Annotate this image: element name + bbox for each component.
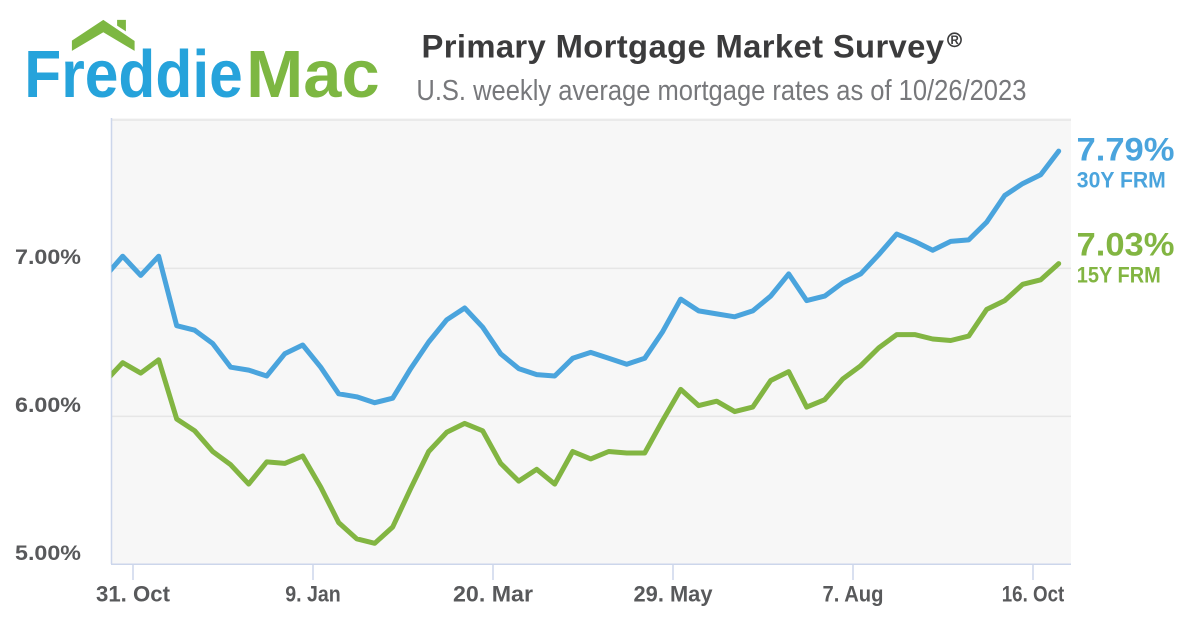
- svg-text:9. Jan: 9. Jan: [285, 582, 341, 607]
- svg-text:7.03%: 7.03%: [1077, 227, 1175, 263]
- svg-text:20. Mar: 20. Mar: [453, 582, 533, 607]
- svg-text:7.79%: 7.79%: [1077, 132, 1175, 168]
- svg-text:5.00%: 5.00%: [15, 541, 81, 565]
- svg-text:Mac: Mac: [246, 37, 379, 112]
- svg-text:16. Oct: 16. Oct: [1002, 582, 1065, 607]
- svg-text:R: R: [951, 35, 960, 47]
- svg-text:30Y FRM: 30Y FRM: [1077, 167, 1166, 192]
- svg-text:6.00%: 6.00%: [15, 393, 81, 417]
- svg-text:7. Aug: 7. Aug: [823, 582, 884, 607]
- svg-text:U.S. weekly average mortgage r: U.S. weekly average mortgage rates as of…: [416, 75, 1026, 107]
- svg-text:Primary Mortgage Market Survey: Primary Mortgage Market Survey: [422, 27, 945, 64]
- svg-text:15Y FRM: 15Y FRM: [1077, 262, 1161, 287]
- svg-text:31. Oct: 31. Oct: [96, 582, 171, 607]
- svg-text:Freddie: Freddie: [24, 37, 243, 112]
- svg-text:7.00%: 7.00%: [15, 245, 81, 269]
- svg-text:29. May: 29. May: [634, 582, 714, 607]
